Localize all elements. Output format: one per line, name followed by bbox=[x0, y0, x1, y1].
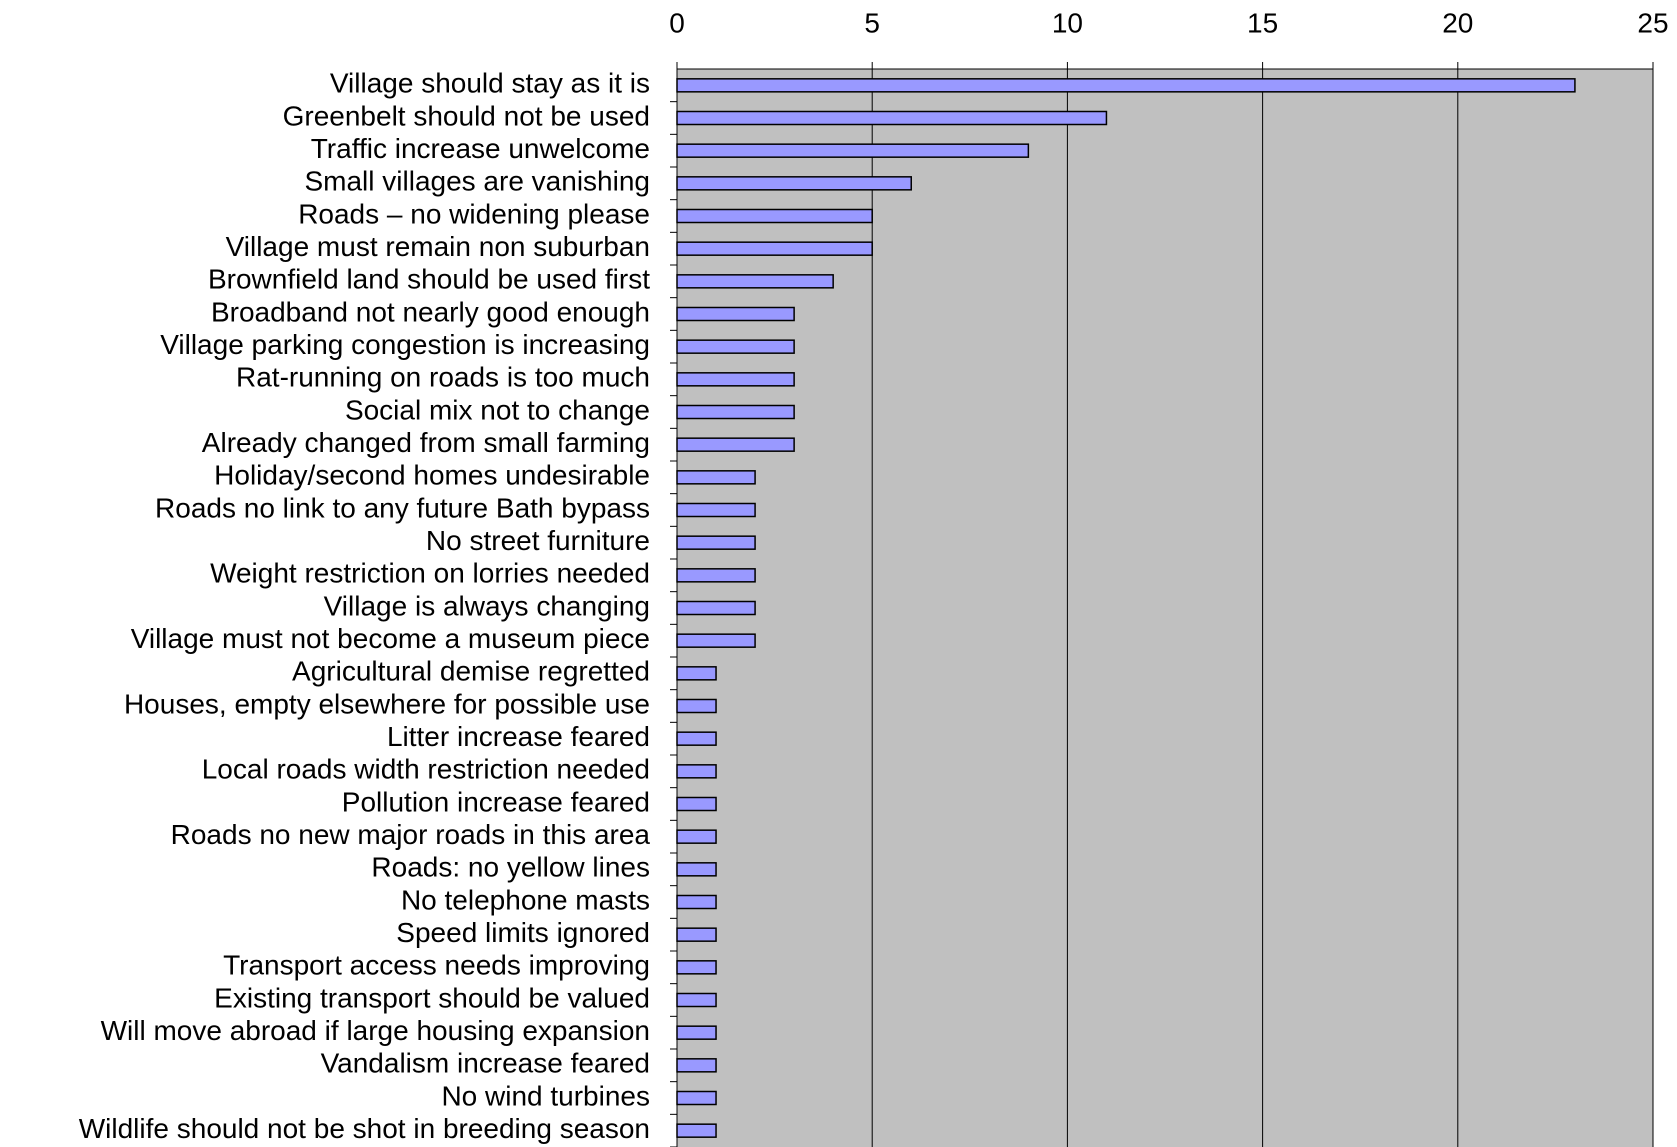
y-tick-label: Rat-running on roads is too much bbox=[236, 362, 650, 393]
bar bbox=[676, 633, 756, 648]
y-tick-label: Local roads width restriction needed bbox=[202, 754, 650, 785]
y-tick-label: Social mix not to change bbox=[345, 394, 650, 425]
y-tick-label: Small villages are vanishing bbox=[304, 166, 650, 197]
bar bbox=[676, 992, 717, 1008]
bar bbox=[676, 1058, 717, 1073]
bar bbox=[676, 666, 717, 681]
x-tick-label: 10 bbox=[1052, 7, 1083, 38]
bar bbox=[676, 208, 873, 224]
bar bbox=[676, 894, 717, 910]
x-tick-label: 0 bbox=[669, 7, 685, 38]
bar bbox=[676, 143, 1030, 158]
bar bbox=[676, 698, 717, 714]
y-tick-label: Village must not become a museum piece bbox=[131, 623, 650, 654]
y-tick-label: Roads no new major roads in this area bbox=[171, 819, 651, 850]
bar bbox=[676, 1025, 717, 1040]
bar bbox=[676, 960, 717, 975]
y-tick-label: Village is always changing bbox=[324, 590, 650, 621]
bar bbox=[676, 600, 756, 616]
y-tick-label: Speed limits ignored bbox=[396, 917, 650, 948]
bar bbox=[676, 339, 795, 354]
bar bbox=[676, 274, 834, 289]
y-tick-label: Village should stay as it is bbox=[330, 68, 650, 99]
y-tick-label: No telephone masts bbox=[401, 884, 650, 915]
y-tick-label: Weight restriction on lorries needed bbox=[210, 558, 650, 589]
bar bbox=[676, 470, 756, 485]
y-tick-label: Traffic increase unwelcome bbox=[311, 133, 650, 164]
bar bbox=[676, 110, 1108, 126]
bar bbox=[676, 372, 795, 387]
y-tick-label: Will move abroad if large housing expans… bbox=[101, 1015, 650, 1046]
y-tick-label: Transport access needs improving bbox=[223, 950, 650, 981]
bar bbox=[676, 437, 795, 452]
bar bbox=[676, 306, 795, 322]
x-tick-label: 25 bbox=[1637, 7, 1668, 38]
y-tick-label: Litter increase feared bbox=[387, 721, 650, 752]
bar bbox=[676, 502, 756, 518]
bar bbox=[676, 404, 795, 420]
x-tick-label: 5 bbox=[864, 7, 880, 38]
x-tick-label: 20 bbox=[1442, 7, 1473, 38]
y-tick-label: Existing transport should be valued bbox=[214, 982, 650, 1013]
bar bbox=[676, 829, 717, 844]
y-tick-label: Agricultural demise regretted bbox=[292, 656, 650, 687]
bar bbox=[676, 731, 717, 746]
x-tick-label: 15 bbox=[1247, 7, 1278, 38]
bar bbox=[676, 241, 873, 256]
y-tick-label: Broadband not nearly good enough bbox=[211, 296, 650, 327]
y-tick-label: Wildlife should not be shot in breeding … bbox=[79, 1113, 650, 1144]
bar bbox=[676, 927, 717, 942]
y-tick-label: Roads: no yellow lines bbox=[371, 852, 650, 883]
y-tick-label: Village must remain non suburban bbox=[226, 231, 650, 262]
bar bbox=[676, 535, 756, 550]
y-tick-label: No wind turbines bbox=[441, 1080, 650, 1111]
bar bbox=[676, 1090, 717, 1106]
y-tick-label: Greenbelt should not be used bbox=[283, 100, 650, 131]
y-tick-label: Already changed from small farming bbox=[202, 427, 650, 458]
y-tick-label: Roads – no widening please bbox=[298, 198, 650, 229]
y-tick-label: No street furniture bbox=[426, 525, 650, 556]
y-tick-label: Roads no link to any future Bath bypass bbox=[155, 492, 650, 523]
y-tick-label: Village parking congestion is increasing bbox=[160, 329, 650, 360]
bar bbox=[676, 764, 717, 779]
y-tick-label: Pollution increase feared bbox=[342, 786, 650, 817]
bar bbox=[676, 862, 717, 877]
y-tick-label: Holiday/second homes undesirable bbox=[214, 460, 650, 491]
bar bbox=[676, 568, 756, 583]
bar bbox=[676, 796, 717, 812]
bar bbox=[676, 176, 912, 191]
plot-area bbox=[677, 69, 1653, 1147]
y-tick-label: Brownfield land should be used first bbox=[208, 264, 650, 295]
bar bbox=[676, 1123, 717, 1138]
bar bbox=[676, 78, 1576, 93]
y-tick-label: Vandalism increase feared bbox=[321, 1048, 650, 1079]
y-tick-label: Houses, empty elsewhere for possible use bbox=[124, 688, 650, 719]
